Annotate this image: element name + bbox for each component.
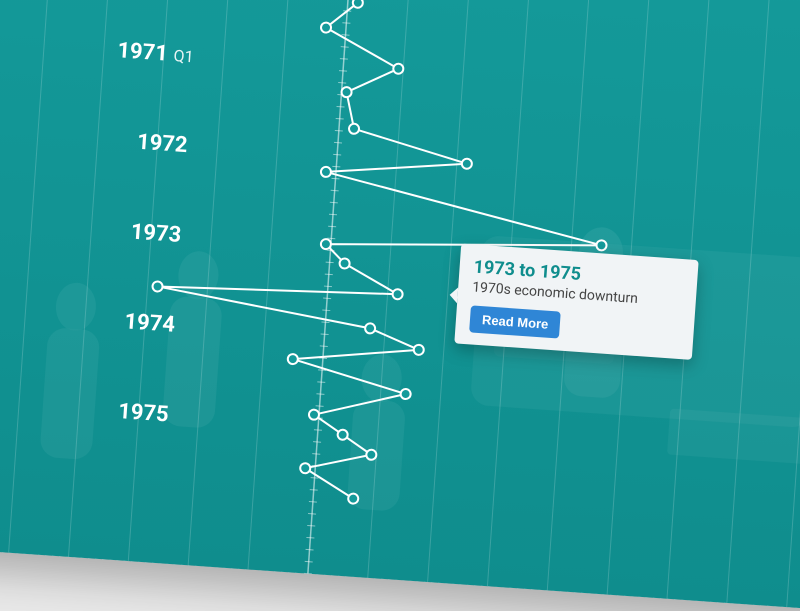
data-point[interactable] (400, 389, 411, 400)
data-point[interactable] (337, 429, 348, 440)
data-point[interactable] (596, 240, 607, 251)
data-point[interactable] (462, 158, 473, 169)
data-point[interactable] (300, 463, 311, 474)
chart-card: 1970Q21971Q11972197319741975 1973 to 197… (0, 0, 800, 611)
data-point[interactable] (321, 22, 332, 33)
data-point[interactable] (392, 289, 403, 300)
data-point[interactable] (341, 87, 352, 98)
data-point[interactable] (152, 281, 163, 292)
read-more-button[interactable]: Read More (469, 305, 561, 338)
data-point[interactable] (287, 354, 298, 365)
data-point[interactable] (321, 167, 332, 178)
data-point[interactable] (321, 239, 332, 250)
tooltip-notch (449, 287, 458, 304)
data-point[interactable] (365, 323, 376, 334)
stage: 1970Q21971Q11972197319741975 1973 to 197… (0, 0, 800, 500)
data-point[interactable] (348, 493, 359, 504)
data-point[interactable] (309, 409, 320, 420)
data-point[interactable] (349, 123, 360, 134)
data-point[interactable] (413, 344, 424, 355)
data-point[interactable] (393, 63, 404, 74)
data-point[interactable] (352, 0, 363, 8)
event-tooltip: 1973 to 1975 1970s economic downturn Rea… (454, 244, 698, 360)
data-point[interactable] (339, 258, 350, 269)
data-point[interactable] (366, 449, 377, 460)
